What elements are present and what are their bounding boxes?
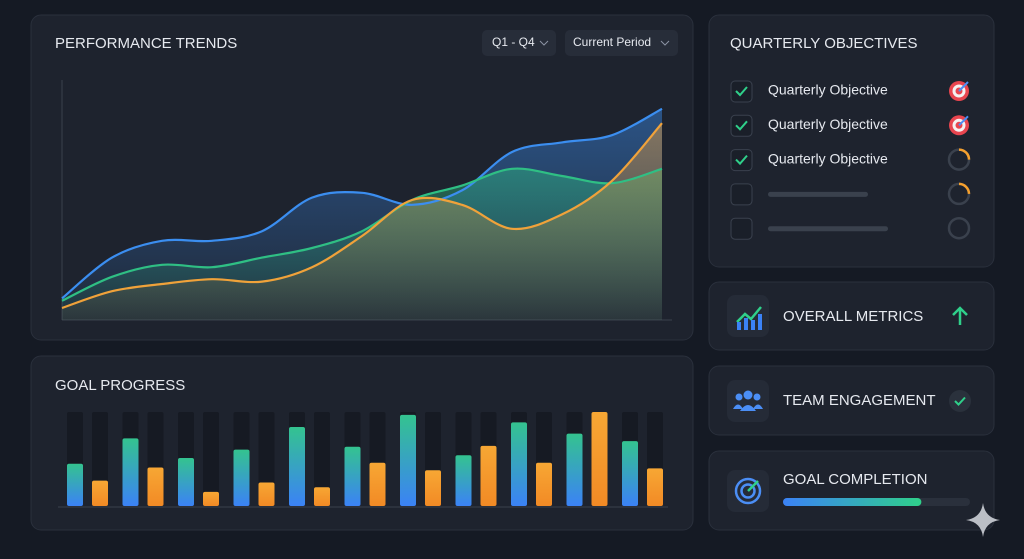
bar [314,487,330,506]
progress-ring [947,216,971,240]
chevron [539,40,549,46]
panel-title: PERFORMANCE TRENDS [55,35,237,52]
bar [233,449,250,506]
bar [289,427,305,506]
icon-part [758,314,762,330]
check-badge [949,390,971,412]
chevron [660,40,670,46]
card-title: TEAM ENGAGEMENT [783,392,936,409]
up-arrow [952,306,968,325]
progress-fill [783,498,922,506]
check [954,396,966,406]
panel-title: GOAL PROGRESS [55,377,185,394]
objective-label: Quarterly Objective [768,116,888,132]
bar [369,462,386,506]
icon-part [751,320,755,330]
trend-icon [736,306,762,323]
people-icon [743,390,753,400]
checkbox[interactable] [730,183,753,206]
bar [455,455,472,506]
goal-panel [30,355,694,531]
checkbox[interactable] [730,149,753,172]
bar [511,422,527,506]
bar [622,441,638,506]
checkbox[interactable] [730,80,753,103]
placeholder [768,226,888,232]
bar [536,462,552,506]
bar-track [314,412,330,506]
bar [344,446,361,506]
bar [203,491,219,506]
check [735,120,748,131]
line [61,122,663,310]
target-icon [734,477,762,505]
metrics-card[interactable] [708,281,995,351]
icon-box [727,380,769,422]
objective-label: Quarterly Objective [768,82,888,98]
people-icon [735,393,743,401]
progress-arc [958,182,971,195]
card-title: OVERALL METRICS [783,308,923,325]
progress-arc [958,148,971,160]
card-title: GOAL COMPLETION [783,471,927,488]
dropdown[interactable] [482,30,556,56]
checkbox[interactable] [730,217,753,240]
bar [67,463,83,506]
icon-part [744,318,748,330]
icon-part [737,322,741,330]
bar [258,482,275,506]
panel-title: QUARTERLY OBJECTIVES [730,35,918,52]
bar [591,412,608,506]
check [735,154,748,166]
objective-label: Quarterly Objective [768,150,888,166]
people-icon [733,404,763,411]
objectives-panel [708,14,995,268]
target-icon [740,483,756,499]
completion-card[interactable] [708,450,995,531]
bar [566,433,583,506]
target-icon [747,480,759,492]
target-icon [958,81,969,92]
bar-track [203,412,219,506]
placeholder [768,191,868,197]
line [61,167,663,302]
check [735,86,748,97]
team-card[interactable] [708,365,995,436]
bar [400,414,416,506]
bar [480,445,497,506]
bar [647,468,663,506]
target-icon [958,115,969,127]
people-icon [753,393,761,401]
checkbox[interactable] [730,114,753,137]
dropdown[interactable] [565,30,678,56]
dropdown-label[interactable]: Q1 - Q4 [492,35,535,49]
bar [122,438,139,506]
area [62,123,662,320]
sparkle [966,503,1000,537]
bar [425,470,441,506]
bar [147,467,164,506]
line [61,107,663,300]
bar [92,480,108,506]
bar [178,458,194,506]
dropdown-label[interactable]: Current Period [573,35,651,49]
